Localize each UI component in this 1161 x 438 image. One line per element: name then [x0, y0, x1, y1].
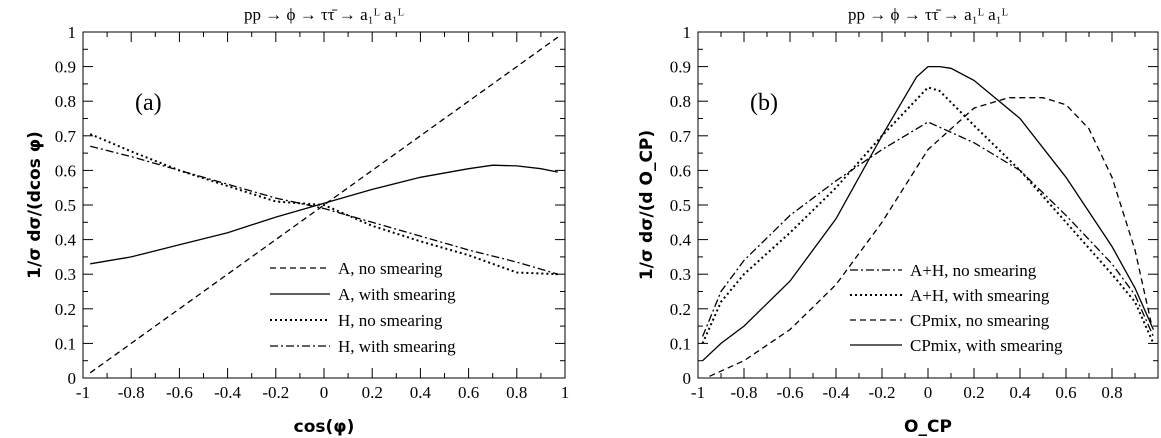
y-tick-label: 0.4 [55, 231, 77, 250]
y-tick-label: 0.8 [55, 92, 76, 111]
legend-label: A+H, with smearing [910, 286, 1050, 305]
x-tick-label: 1 [561, 383, 570, 402]
y-tick-label: 0.9 [55, 58, 76, 77]
x-tick-label: -0.2 [262, 383, 289, 402]
x-tick-label: 0.2 [963, 383, 984, 402]
x-tick-label: -1 [76, 383, 90, 402]
y-tick-label: 0 [683, 369, 692, 388]
x-tick-label: -0.6 [166, 383, 193, 402]
y-tick-label: 0.2 [55, 300, 76, 319]
y-tick-label: 1 [683, 23, 692, 42]
series-line-3 [89, 133, 558, 276]
x-tick-label: -0.6 [777, 383, 804, 402]
x-tick-label: 0.2 [362, 383, 383, 402]
legend-label: A, with smearing [338, 285, 456, 304]
y-tick-label: 1 [68, 23, 77, 42]
x-tick-label: -0.4 [823, 383, 850, 402]
y-tick-label: 0.7 [55, 127, 77, 146]
legend-label: H, no smearing [338, 311, 443, 330]
series-line-3 [709, 97, 1152, 377]
x-tick-label: -1 [691, 383, 705, 402]
series-line-1 [89, 36, 559, 374]
y-tick-label: 0.1 [55, 334, 76, 353]
x-tick-label: -0.8 [118, 383, 145, 402]
y-tick-label: 0.7 [670, 127, 692, 146]
x-tick-label: 0.4 [410, 383, 432, 402]
legend-label: H, with smearing [338, 337, 456, 356]
x-tick-label: 0.8 [506, 383, 527, 402]
chart-panel-b: 00.10.20.30.40.50.60.70.80.91-1 -0.8 -0.6-… [637, 5, 1159, 437]
x-axis-label: cos(φ) [294, 417, 355, 437]
x-tick-label: -0.8 [731, 383, 758, 402]
legend-label: CPmix, with smearing [910, 336, 1063, 355]
y-tick-label: 0.2 [670, 300, 691, 319]
x-tick-label: 0 [320, 383, 329, 402]
x-axis-label: O_CP [904, 417, 952, 437]
chart-panel-a: 0 0.1 0.2 0.3 0.4 0.5 0.6 0.7 0.8 0.9 1 -1 -0.8 -0.6 -… [25, 5, 569, 437]
y-tick-label: 0.5 [670, 196, 691, 215]
series-line-2 [701, 86, 1155, 344]
x-tick-label: 0.6 [1055, 383, 1076, 402]
x-tick-label: -0.2 [869, 383, 896, 402]
y-tick-label: 0.1 [670, 334, 691, 353]
y-tick-label: 0.8 [670, 92, 691, 111]
series-line-4 [702, 65, 1154, 362]
series-line-4 [90, 145, 558, 275]
y-tick-label: 0.5 [55, 196, 76, 215]
x-tick-label: -0.4 [214, 383, 241, 402]
panel-label: (b) [750, 90, 778, 116]
y-tick-label: 0.6 [670, 161, 691, 180]
panel-label: (a) [135, 90, 162, 116]
x-tick-label: 0.6 [458, 383, 479, 402]
y-axis-label: 1/σ dσ/(d O_CP) [637, 130, 657, 280]
legend-label: CPmix, no smearing [910, 311, 1050, 330]
legend-label: A, no smearing [338, 259, 443, 278]
y-axis-label: 1/σ dσ/(dcos φ) [25, 131, 45, 279]
y-tick-label: 0.3 [55, 265, 76, 284]
x-tick-label: 0.8 [1101, 383, 1122, 402]
y-tick-label: 0.9 [670, 58, 691, 77]
y-tick-label: 0 [68, 369, 77, 388]
y-tick-label: 0.4 [670, 231, 692, 250]
legend-label: A+H, no smearing [910, 261, 1037, 280]
series-line-1 [701, 121, 1154, 337]
chart-title: pp → ϕ → ττ̄ → a₁ᴸ a₁ᴸ [848, 5, 1008, 24]
x-tick-label: 0.4 [1009, 383, 1031, 402]
series-line-2 [90, 164, 558, 265]
x-tick-label: 0 [924, 383, 933, 402]
y-tick-label: 0.6 [55, 161, 76, 180]
chart-title: pp → ϕ → ττ̄ → a₁ᴸ a₁ᴸ [244, 5, 404, 24]
y-tick-label: 0.3 [670, 265, 691, 284]
